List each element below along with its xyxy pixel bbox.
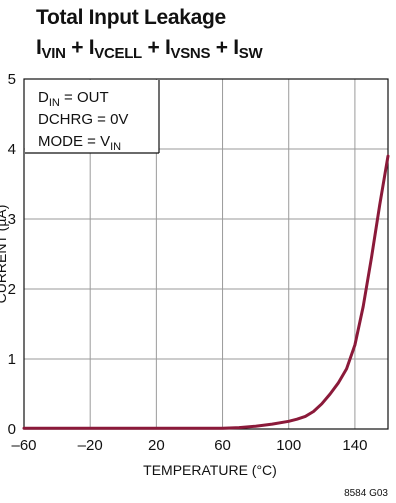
subtitle-separator: + bbox=[65, 36, 89, 59]
x-axis-label: TEMPERATURE (°C) bbox=[143, 462, 277, 478]
series-layer bbox=[22, 154, 390, 430]
chart-subtitle: IVIN + IVCELL + IVSNS + ISW bbox=[36, 36, 263, 62]
condition-line: DIN = OUT bbox=[38, 89, 109, 109]
y-tick-label: 2 bbox=[8, 281, 16, 298]
y-tick-label: 3 bbox=[8, 211, 16, 228]
chart-title: Total Input Leakage bbox=[36, 6, 226, 29]
subtitle-term: ISW bbox=[233, 36, 263, 62]
y-tick-label: 0 bbox=[8, 421, 16, 438]
subtitle-separator: + bbox=[210, 36, 234, 59]
conditions-box-bg bbox=[25, 80, 159, 153]
y-tick-label: 5 bbox=[8, 71, 16, 88]
x-tick-label: 100 bbox=[276, 437, 301, 454]
y-axis-label: CURRENT (µA) bbox=[0, 205, 9, 304]
subtitle-separator: + bbox=[141, 36, 165, 59]
series-line bbox=[22, 154, 390, 430]
subtitle-term: IVCELL bbox=[88, 36, 143, 62]
x-tick-label: 140 bbox=[342, 437, 367, 454]
subtitle-term: IVIN bbox=[36, 36, 66, 62]
x-tick-label: 20 bbox=[148, 437, 165, 454]
subtitle-term: IVSNS bbox=[164, 36, 211, 62]
x-tick-label: –60 bbox=[11, 437, 36, 454]
x-tick-labels: –60 –20 20 60 100 140 bbox=[11, 437, 367, 454]
condition-line: MODE = VIN bbox=[38, 133, 121, 153]
figure-id: 8584 G03 bbox=[344, 488, 388, 499]
condition-line: DCHRG = 0V bbox=[38, 111, 128, 128]
x-tick-label: 60 bbox=[214, 437, 231, 454]
conditions-box: DIN = OUT DCHRG = 0V MODE = VIN bbox=[25, 80, 160, 154]
y-tick-label: 4 bbox=[8, 141, 16, 158]
y-tick-labels: 0 1 2 3 4 5 bbox=[8, 71, 16, 438]
y-tick-label: 1 bbox=[8, 351, 16, 368]
x-tick-label: –20 bbox=[78, 437, 103, 454]
